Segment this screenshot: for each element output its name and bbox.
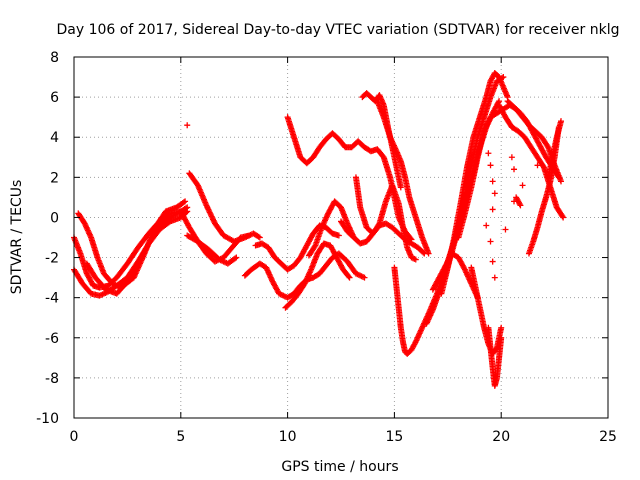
- data-point-marker: [345, 273, 352, 280]
- y-tick-label: -4: [45, 291, 59, 307]
- y-axis-label: SDTVAR / TECUs: [9, 180, 25, 295]
- y-tick-label: 2: [50, 170, 59, 186]
- data-points: [71, 70, 567, 389]
- y-tick-label: 4: [50, 130, 59, 146]
- data-point-marker: [311, 243, 318, 250]
- y-tick-label: -6: [45, 331, 59, 347]
- y-tick-label: -2: [45, 251, 59, 267]
- x-tick-label: 25: [599, 429, 617, 445]
- data-point-marker: [233, 254, 240, 261]
- data-point-marker: [487, 162, 494, 169]
- data-point-marker: [489, 258, 496, 265]
- data-point-marker: [182, 198, 189, 205]
- data-point-marker: [534, 162, 541, 169]
- data-point-marker: [350, 234, 357, 241]
- data-point-marker: [183, 209, 190, 216]
- data-point-marker: [517, 202, 524, 209]
- data-point-marker: [489, 178, 496, 185]
- data-point-marker: [498, 324, 505, 331]
- y-tick-label: 6: [50, 90, 59, 106]
- data-point-marker: [491, 190, 498, 197]
- data-point-marker: [412, 256, 419, 263]
- data-point-marker: [397, 184, 404, 191]
- chart-title: Day 106 of 2017, Sidereal Day-to-day VTE…: [57, 22, 620, 38]
- y-tick-label: -8: [45, 371, 59, 387]
- y-tick-label: -10: [36, 411, 59, 427]
- data-point-marker: [491, 274, 498, 281]
- data-point-marker: [555, 174, 562, 181]
- data-point-marker: [255, 233, 262, 240]
- axis-ticks: [73, 56, 609, 419]
- data-point-marker: [495, 99, 502, 106]
- y-tick-label: 8: [50, 50, 59, 66]
- data-point-marker: [180, 199, 187, 206]
- data-point-marker: [493, 346, 500, 353]
- data-point-marker: [375, 221, 382, 228]
- x-tick-label: 20: [492, 429, 510, 445]
- x-tick-label: 15: [385, 429, 403, 445]
- data-point-marker: [516, 201, 523, 208]
- data-point-marker: [485, 150, 492, 157]
- data-point-marker: [560, 214, 567, 221]
- data-point-marker: [555, 173, 562, 180]
- data-point-marker: [540, 163, 547, 170]
- data-point-marker: [361, 274, 368, 281]
- x-tick-label: 5: [176, 429, 185, 445]
- y-tick-labels: -10 -8 -6 -4 -2 0 2 4 6 8: [36, 50, 59, 427]
- data-point-marker: [502, 226, 509, 233]
- data-point-marker: [558, 118, 565, 125]
- data-point-marker: [483, 222, 490, 229]
- data-point-marker: [544, 142, 551, 149]
- data-point-marker: [184, 208, 191, 215]
- data-point-marker: [474, 294, 481, 301]
- data-point-marker: [184, 122, 191, 129]
- data-point-marker: [232, 255, 239, 262]
- data-point-marker: [508, 154, 515, 161]
- data-point-marker: [511, 198, 518, 205]
- data-point-marker: [511, 166, 518, 173]
- data-point-marker: [558, 178, 565, 185]
- x-axis-label: GPS time / hours: [281, 459, 398, 475]
- data-point-marker: [559, 213, 566, 220]
- data-point-marker: [487, 238, 494, 245]
- data-point-marker: [335, 232, 342, 239]
- data-point-marker: [489, 206, 496, 213]
- plot-frame: [73, 56, 609, 419]
- x-tick-labels: 0 5 10 15 20 25: [70, 429, 617, 445]
- data-point-marker: [425, 250, 432, 257]
- data-point-marker: [519, 182, 526, 189]
- x-tick-label: 0: [70, 429, 79, 445]
- y-tick-label: 0: [50, 210, 59, 226]
- data-point-marker: [346, 274, 353, 281]
- x-tick-label: 10: [279, 429, 297, 445]
- data-point-marker: [256, 234, 263, 241]
